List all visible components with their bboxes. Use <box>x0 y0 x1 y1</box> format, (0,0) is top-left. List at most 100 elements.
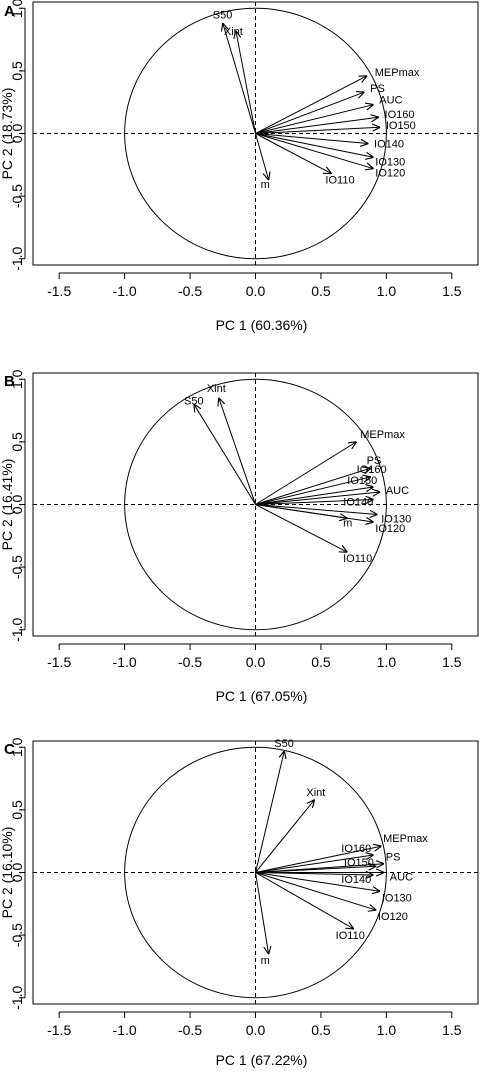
loading-arrow-auc <box>255 105 374 134</box>
loading-arrow-ps <box>255 92 365 134</box>
x-tick-label: 0.0 <box>246 654 266 670</box>
x-tick-label: -1.0 <box>113 1022 137 1038</box>
loading-label-m: m <box>261 179 270 191</box>
loading-label-m: m <box>261 955 270 967</box>
y-tick-label: 0.5 <box>9 61 25 81</box>
y-tick-label: -0.5 <box>9 923 25 947</box>
panel-letter: C <box>4 741 15 758</box>
loading-arrow-io110 <box>255 133 332 174</box>
x-tick-label: 1.5 <box>442 654 462 670</box>
y-axis-title: PC 2 (18.73%) <box>0 88 15 180</box>
x-axis-title: PC 1 (67.22%) <box>216 1052 308 1068</box>
loading-label-auc: AUC <box>386 485 409 497</box>
loading-arrow-ps <box>255 864 384 873</box>
loading-arrow-mepmax <box>255 442 357 505</box>
y-tick-label: 1.0 <box>9 0 25 18</box>
y-tick-label: 0.0 <box>9 124 25 144</box>
loading-arrow-io120 <box>255 504 374 523</box>
y-tick-label: -1.0 <box>9 246 25 270</box>
loading-label-s50: S50 <box>213 9 233 21</box>
x-tick-label: 1.0 <box>377 1022 397 1038</box>
x-tick-label: 0.5 <box>311 283 331 299</box>
loading-arrow-m <box>255 133 269 180</box>
loading-label-io120: IO120 <box>378 911 408 923</box>
loading-arrow-xint <box>236 31 256 134</box>
x-tick-label: 1.0 <box>377 283 397 299</box>
y-tick-label: -1.0 <box>9 985 25 1009</box>
biplot-panel-c: C -1.5 -1.0 -0.5 0.0 0.5 1.0 1.5 -1.0 -0.5 0.0 0.5 1… <box>0 737 479 1068</box>
loading-label-ps: PS <box>367 455 382 467</box>
loading-arrow-s50 <box>194 404 256 505</box>
loading-arrow-io110 <box>255 872 354 929</box>
loading-arrow-auc <box>255 492 380 505</box>
x-tick-label: 0.0 <box>246 283 266 299</box>
loading-arrow-io160 <box>255 477 371 505</box>
loading-label-io130: IO130 <box>375 156 405 168</box>
loading-label-io140: IO140 <box>374 139 404 151</box>
loading-arrow-io140 <box>255 499 374 505</box>
loading-arrow-ps <box>255 468 371 505</box>
loading-arrow-io160 <box>255 855 374 873</box>
loading-arrow-io130 <box>255 872 380 892</box>
loading-label-io140: IO140 <box>341 874 371 886</box>
x-tick-label: 0.5 <box>311 654 331 670</box>
x-tick-label: 1.5 <box>442 1022 462 1038</box>
y-tick-label: -1.0 <box>9 617 25 641</box>
loading-label-s50: S50 <box>184 395 204 407</box>
x-tick-label: -1.0 <box>113 283 137 299</box>
loading-arrow-io110 <box>255 504 348 553</box>
loading-label-io150: IO150 <box>386 120 416 132</box>
loading-label-mepmax: MEPmax <box>360 429 405 441</box>
loading-arrow-io130 <box>255 504 378 515</box>
loading-label-xint: Xint <box>224 26 243 38</box>
y-tick-label: -0.5 <box>9 184 25 208</box>
y-tick-label: 1.0 <box>9 737 25 757</box>
loading-arrow-io140 <box>255 133 369 144</box>
loading-arrow-mepmax <box>255 846 382 873</box>
loading-label-xint: Xint <box>207 383 226 395</box>
x-axis-title: PC 1 (60.36%) <box>216 317 308 333</box>
loading-label-ps: PS <box>386 852 401 864</box>
loading-label-io130: IO130 <box>381 514 411 526</box>
loading-arrow-mepmax <box>255 76 367 134</box>
loading-label-s50: S50 <box>274 738 294 750</box>
x-tick-label: -1.5 <box>47 1022 71 1038</box>
loading-label-io110: IO110 <box>343 553 372 565</box>
loading-arrow-io150 <box>255 127 380 134</box>
loading-arrow-s50 <box>223 23 256 134</box>
y-tick-label: 0.5 <box>9 800 25 820</box>
x-tick-label: 0.5 <box>311 1022 331 1038</box>
y-axis-title: PC 2 (16.41%) <box>0 459 15 551</box>
panel-letter: A <box>4 3 15 20</box>
loading-label-mepmax: MEPmax <box>375 67 420 79</box>
y-tick-label: -0.5 <box>9 555 25 579</box>
loading-label-io150: IO150 <box>347 475 377 487</box>
x-axis-title: PC 1 (67.05%) <box>216 688 308 704</box>
loading-arrow-m <box>255 872 269 954</box>
loading-label-auc: AUC <box>379 95 402 107</box>
loading-label-auc: AUC <box>390 872 413 884</box>
loading-label-io160: IO160 <box>385 109 415 121</box>
x-tick-label: -1.5 <box>47 654 71 670</box>
loading-label-xint: Xint <box>306 787 325 799</box>
loading-arrow-io120 <box>255 133 374 169</box>
loading-label-io130: IO130 <box>382 892 412 904</box>
loading-arrow-io160 <box>255 117 379 134</box>
loading-label-io140: IO140 <box>343 496 373 508</box>
loading-label-io110: IO110 <box>325 175 354 187</box>
biplot-panel-b: B -1.5 -1.0 -0.5 0.0 0.5 1.0 1.5 -1.0 -0.5 0.0 0.5 1… <box>0 369 479 704</box>
y-tick-label: 0.5 <box>9 432 25 452</box>
x-tick-label: 0.0 <box>246 1022 266 1038</box>
loading-label-io120: IO120 <box>375 168 405 180</box>
x-tick-label: -0.5 <box>178 1022 202 1038</box>
x-tick-label: 1.5 <box>442 283 462 299</box>
y-tick-label: 0.0 <box>9 863 25 883</box>
y-tick-label: 0.0 <box>9 495 25 515</box>
panel-letter: B <box>4 373 15 390</box>
loading-label-io110: IO110 <box>336 930 365 942</box>
loading-label-io150: IO150 <box>344 857 374 869</box>
biplot-panel-a: A -1.5 -1.0 -0.5 0.0 0.5 1.0 1.5 -1.0 -0.5 0.0 0.5 1… <box>0 0 479 333</box>
loading-label-m: m <box>343 517 352 529</box>
